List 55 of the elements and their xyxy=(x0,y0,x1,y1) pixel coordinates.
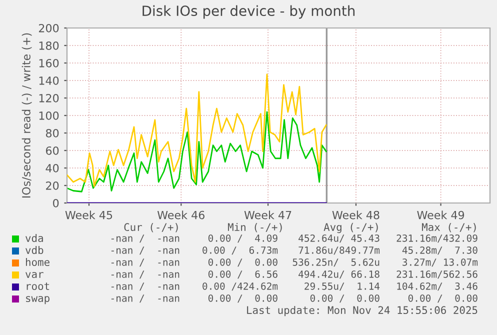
y-tick-label: 0 xyxy=(53,198,59,208)
text: 0.00 / 6.56 xyxy=(208,270,278,279)
text: 0.00 /424.62m xyxy=(202,282,278,291)
x-tick-label: Week 48 xyxy=(332,210,380,220)
legend-label: home xyxy=(26,258,50,266)
line-series xyxy=(67,111,327,192)
y-tick-label: 40 xyxy=(46,164,59,172)
legend-label: swap xyxy=(26,296,50,304)
y-tick-label: 200 xyxy=(38,24,59,32)
x-tick-label: Week 49 xyxy=(417,210,464,220)
text: -nan / -nan xyxy=(111,258,180,267)
y-tick-label: 80 xyxy=(46,128,59,138)
line-series xyxy=(67,74,327,188)
text: 0.00 / 0.00 xyxy=(310,294,380,303)
text: Last update: Mon Nov 24 15:55:06 2025 xyxy=(247,306,478,316)
text: 494.42u/ 66.18 xyxy=(298,270,380,279)
text: -nan / -nan xyxy=(111,234,180,243)
text: 0.00 / 4.09 xyxy=(208,234,278,243)
y-axis-title: IOs/second read (-) / write (+) xyxy=(22,33,32,198)
legend-label: vdb xyxy=(26,246,44,254)
text: 71.86u/849.77m xyxy=(298,246,380,255)
text: 231.16m/432.09 xyxy=(396,234,478,243)
text: -nan / -nan xyxy=(111,246,180,255)
text: 3.27m/ 13.07m xyxy=(402,258,478,267)
y-tick-label: 180 xyxy=(39,41,59,50)
y-tick-label: 100 xyxy=(39,111,59,120)
y-tick-label: 160 xyxy=(39,58,59,68)
chart-title: Disk IOs per device - by month xyxy=(142,5,355,19)
x-tick-label: Week 45 xyxy=(65,210,112,220)
text: Avg (-/+) xyxy=(324,222,378,234)
y-tick-label: 140 xyxy=(39,76,59,85)
x-tick-label: Week 47 xyxy=(244,210,292,220)
text: Min (-/+) xyxy=(228,222,282,232)
legend-label: vda xyxy=(26,234,43,242)
text: 45.28m/ 7.30 xyxy=(402,246,478,255)
text: -nan / -nan xyxy=(111,270,180,279)
text: 0.00 / 6.73m xyxy=(202,246,278,255)
y-tick-label: 120 xyxy=(39,94,59,102)
text: -nan / -nan xyxy=(111,294,180,303)
y-tick-label: 20 xyxy=(46,181,59,190)
text: 29.55u/ 1.14 xyxy=(304,282,380,291)
text: 452.64u/ 45.43 xyxy=(298,234,380,243)
legend-label: var xyxy=(26,272,44,278)
x-tick-label: Week 46 xyxy=(157,210,204,220)
text: 0.00 / 0.00 xyxy=(208,294,278,303)
legend-label: root xyxy=(26,282,50,290)
text: 536.25n/ 5.62u xyxy=(292,258,380,267)
text: 231.16m/562.56 xyxy=(396,270,478,279)
text: 0.00 / 0.00 xyxy=(408,294,478,303)
text: 0.00 / 0.00 xyxy=(208,258,278,267)
text: Cur (-/+) xyxy=(124,223,178,232)
text: -nan / -nan xyxy=(111,282,180,291)
text: Max (-/+) xyxy=(422,223,476,232)
y-tick-label: 60 xyxy=(46,146,59,155)
text: 104.62m/ 3.46 xyxy=(397,282,478,291)
